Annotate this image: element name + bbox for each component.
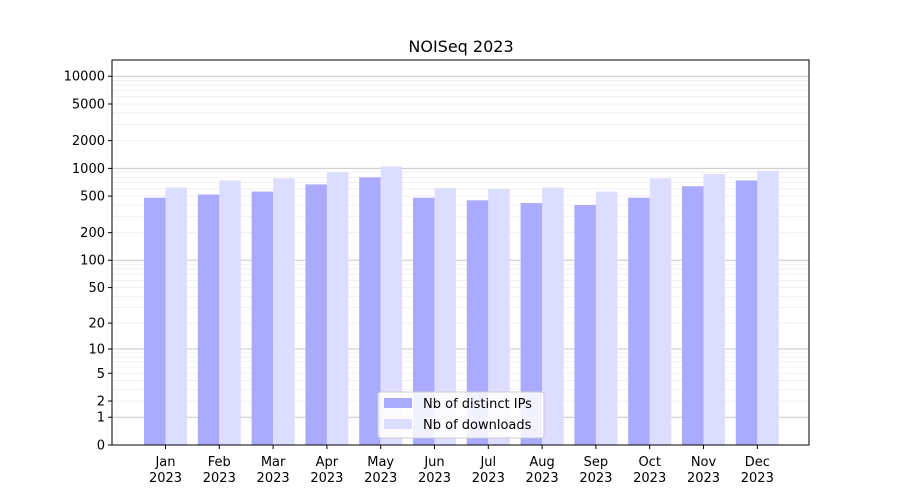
bar-distinct-ips <box>735 180 758 445</box>
bar-distinct-ips <box>574 205 596 445</box>
x-tick-label: Nov 2023 <box>687 455 720 486</box>
y-tick-label: 500 <box>80 190 105 205</box>
y-tick-label: 0 <box>97 439 105 454</box>
bar-distinct-ips <box>359 177 381 445</box>
y-tick-label: 2 <box>97 395 105 410</box>
bar-distinct-ips <box>520 203 543 445</box>
bar-downloads <box>757 170 779 445</box>
bar-distinct-ips <box>197 194 220 445</box>
legend-box <box>377 391 545 439</box>
y-tick-label: 2000 <box>72 134 105 149</box>
bar-distinct-ips <box>628 197 650 445</box>
x-tick-label: Mar 2023 <box>257 455 290 486</box>
bar-downloads <box>380 166 403 446</box>
y-tick-label: 1 <box>97 411 105 426</box>
plot-area-frame <box>111 59 810 446</box>
x-tick-label: Dec 2023 <box>741 455 774 486</box>
legend-label-distinct-ips: Nb of distinct IPs <box>423 397 532 412</box>
y-tick-label: 5 <box>97 367 105 382</box>
y-tick-label: 200 <box>80 226 105 241</box>
bar-distinct-ips <box>144 197 166 445</box>
y-tick-label: 20 <box>88 317 105 332</box>
x-tick-label: Jul 2023 <box>472 455 505 486</box>
x-tick-label: Aug 2023 <box>526 455 559 486</box>
chart-title: NOISeq 2023 <box>408 37 513 56</box>
x-axis: Jan 2023 Feb 2023 Mar 2023 Apr 2023 May 2023 Jun 20… <box>149 445 774 486</box>
bars <box>144 166 779 446</box>
x-tick-label: May 2023 <box>364 455 397 486</box>
x-tick-label: Jun 2023 <box>418 455 451 486</box>
legend-swatch-distinct-ips <box>384 398 412 408</box>
bar-downloads <box>219 180 241 445</box>
bar-downloads <box>542 187 564 445</box>
x-tick-label: Apr 2023 <box>310 455 343 486</box>
x-tick-label: Oct 2023 <box>633 455 666 486</box>
bar-distinct-ips <box>251 191 274 445</box>
bar-downloads <box>703 173 725 445</box>
y-axis: 0 12 5 10 20 50 100 200 500 1000 2000 5000 10000 <box>64 70 112 454</box>
legend-label-downloads: Nb of downloads <box>423 418 532 433</box>
y-tick-label: 50 <box>88 281 105 296</box>
bar-downloads <box>649 178 672 445</box>
legend: Nb of distinct IPs Nb of downloads <box>377 391 545 439</box>
y-tick-label: 10000 <box>64 70 105 85</box>
x-tick-label: Feb 2023 <box>203 455 236 486</box>
bar-downloads <box>488 188 510 446</box>
y-tick-label: 5000 <box>72 97 105 112</box>
bar-distinct-ips <box>413 197 435 445</box>
bar-distinct-ips <box>682 186 704 446</box>
y-tick-label: 10 <box>88 342 105 357</box>
x-tick-label: Sep 2023 <box>579 455 612 486</box>
bar-downloads <box>273 178 295 445</box>
bar-distinct-ips <box>305 184 327 445</box>
legend-swatch-downloads <box>384 419 412 429</box>
bar-downloads <box>434 188 456 446</box>
bar-distinct-ips <box>466 200 489 445</box>
y-tick-label: 1000 <box>72 162 105 177</box>
bar-downloads <box>165 187 187 445</box>
bar-downloads <box>326 172 349 445</box>
x-tick-label: Jan 2023 <box>149 455 182 486</box>
bar-downloads <box>595 191 618 445</box>
y-tick-label: 100 <box>80 254 105 269</box>
